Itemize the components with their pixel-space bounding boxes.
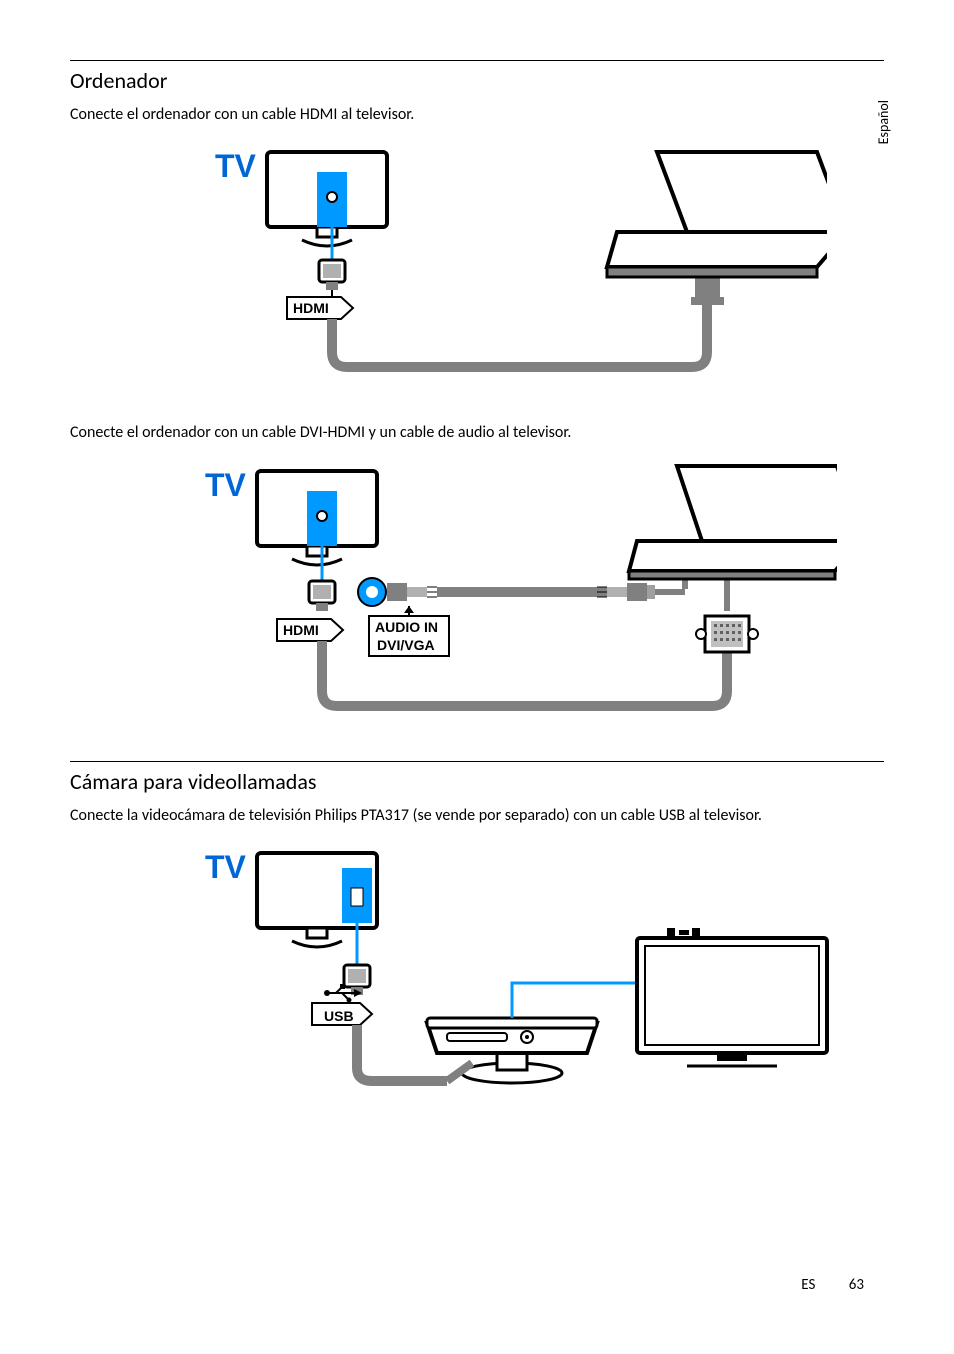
svg-text:TV: TV (205, 849, 247, 885)
svg-text:TV: TV (205, 467, 247, 503)
section-title-camara: Cámara para videollamadas (70, 768, 884, 795)
body-text: Conecte el ordenador con un cable HDMI a… (70, 104, 884, 126)
svg-text:TV: TV (215, 148, 257, 184)
manual-page: Español Ordenador Conecte el ordenador c… (0, 0, 954, 1354)
section-rule (70, 60, 884, 61)
svg-text:AUDIO IN: AUDIO IN (375, 619, 438, 635)
svg-text:USB: USB (324, 1008, 354, 1024)
diagram-dvi-hdmi: TV HDMI AUDIO IN (117, 461, 837, 721)
svg-text:DVI/VGA: DVI/VGA (377, 637, 435, 653)
footer-page-number: 63 (849, 1276, 864, 1294)
body-text: Conecte la videocámara de televisión Phi… (70, 805, 884, 827)
diagram-hdmi: TV HDMI (127, 142, 827, 382)
svg-text:HDMI: HDMI (293, 300, 329, 316)
language-tab: Español (875, 100, 892, 144)
section-rule (70, 761, 884, 762)
page-footer: ES 63 (801, 1276, 864, 1294)
diagram-usb-camera: TV USB (117, 843, 837, 1103)
body-text: Conecte el ordenador con un cable DVI-HD… (70, 422, 884, 444)
footer-lang: ES (801, 1276, 815, 1294)
section-title-ordenador: Ordenador (70, 67, 884, 94)
svg-text:HDMI: HDMI (283, 622, 319, 638)
